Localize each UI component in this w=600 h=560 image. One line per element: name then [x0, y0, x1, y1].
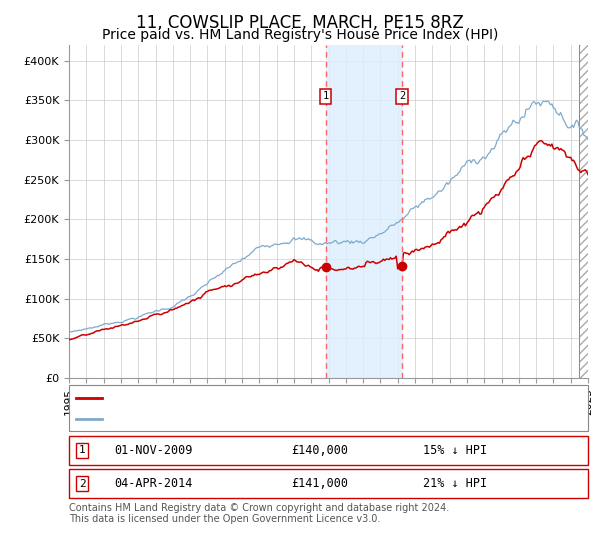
Text: 1: 1	[322, 91, 329, 101]
Text: 15% ↓ HPI: 15% ↓ HPI	[423, 444, 487, 457]
Text: Price paid vs. HM Land Registry's House Price Index (HPI): Price paid vs. HM Land Registry's House …	[102, 28, 498, 42]
Text: 1: 1	[79, 445, 86, 455]
Text: 2: 2	[399, 91, 405, 101]
Text: 2: 2	[79, 479, 86, 489]
Text: £141,000: £141,000	[291, 477, 348, 491]
Text: HPI: Average price, detached house, Fenland: HPI: Average price, detached house, Fenl…	[106, 412, 413, 426]
Text: £140,000: £140,000	[291, 444, 348, 457]
Text: 11, COWSLIP PLACE, MARCH, PE15 8RZ (detached house): 11, COWSLIP PLACE, MARCH, PE15 8RZ (deta…	[106, 391, 470, 404]
Text: 21% ↓ HPI: 21% ↓ HPI	[423, 477, 487, 491]
Text: 04-APR-2014: 04-APR-2014	[114, 477, 193, 491]
Text: Contains HM Land Registry data © Crown copyright and database right 2024.
This d: Contains HM Land Registry data © Crown c…	[69, 503, 449, 525]
Bar	[580, 45, 588, 378]
Text: 11, COWSLIP PLACE, MARCH, PE15 8RZ: 11, COWSLIP PLACE, MARCH, PE15 8RZ	[136, 14, 464, 32]
Text: 01-NOV-2009: 01-NOV-2009	[114, 444, 193, 457]
Bar	[326, 45, 402, 378]
